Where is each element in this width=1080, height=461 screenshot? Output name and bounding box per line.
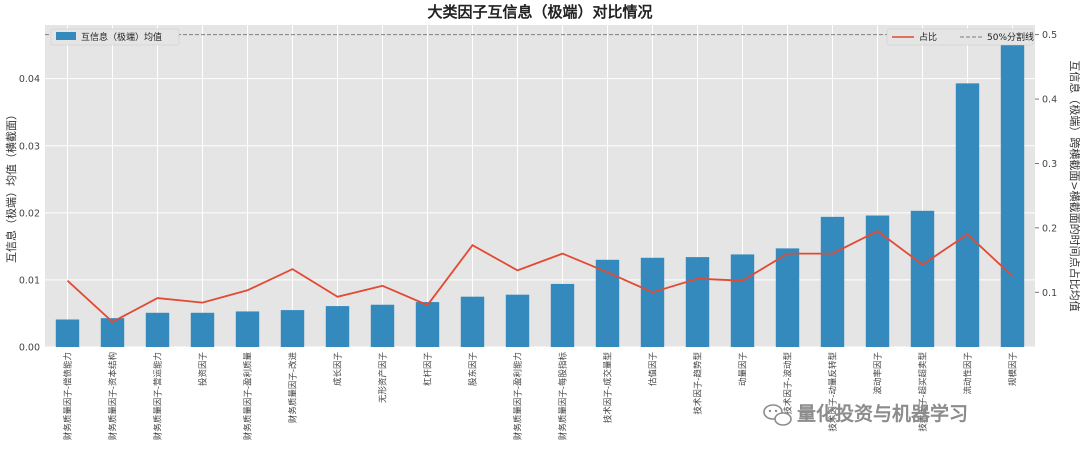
bar: [910, 210, 935, 347]
x-category-label: 财务质量因子-资本结构: [108, 352, 119, 440]
left-axis-ticks: 0.00 0.01 0.02 0.03 0.04: [19, 74, 40, 353]
bar: [190, 312, 215, 347]
x-category-label: 规模因子: [1008, 352, 1019, 387]
y-tick-label: 0.03: [19, 141, 40, 152]
x-category-label: 估值因子: [648, 352, 659, 387]
x-category-label: 技术因子-动量反转型: [828, 352, 839, 432]
y2-tick-label: 0.4: [1042, 95, 1057, 106]
y-tick-label: 0.02: [19, 208, 40, 219]
x-category-label: 财务质量因子-盈利质量: [243, 352, 254, 441]
x-category-label: 投资因子: [198, 352, 209, 387]
bar: [730, 254, 755, 347]
x-category-label: 波动率因子: [873, 352, 884, 395]
bar: [955, 83, 980, 348]
x-category-label: 技术因子-成交量型: [603, 352, 614, 424]
bar: [100, 318, 125, 347]
x-category-label: 成长因子: [333, 352, 344, 387]
x-category-label: 流动性因子: [963, 352, 974, 395]
bar: [640, 257, 665, 347]
x-category-label: 杠杆因子: [423, 352, 434, 387]
chart-title: 大类因子互信息（极端）对比情况: [427, 3, 652, 21]
watermark-text: 量化投资与机器学习: [797, 402, 968, 425]
legend-right: 占比 50%分割线: [886, 28, 1034, 46]
x-category-label: 财务质量因子-改进: [288, 352, 299, 424]
bar: [235, 311, 260, 347]
y2-tick-label: 0.1: [1042, 288, 1057, 299]
bar: [55, 319, 80, 347]
legend-bar-label: 互信息（极端）均值: [81, 31, 162, 43]
bar: [415, 302, 440, 347]
legend-hline-label: 50%分割线: [987, 31, 1034, 43]
wechat-icon: [763, 404, 792, 426]
bar: [685, 257, 710, 347]
y-tick-label: 0.01: [19, 275, 40, 286]
x-category-label: 技术因子-超买超卖型: [918, 352, 929, 432]
x-category-label: 动量因子: [738, 352, 749, 387]
x-category-label: 财务质量因子-每股指标: [558, 352, 569, 441]
x-category-label: 财务质量因子-营运能力: [153, 352, 164, 440]
watermark: 量化投资与机器学习: [763, 402, 968, 426]
legend-left: 互信息（极端）均值: [50, 28, 180, 46]
ratio-polyline: [66, 230, 1014, 323]
bar: [370, 304, 395, 347]
bar: [820, 216, 845, 347]
y-axis-label: 互信息（极端）均值（横截面）: [4, 109, 18, 263]
y-tick-label: 0.00: [19, 343, 40, 354]
ratio-line: [66, 230, 1014, 323]
x-category-label: 技术因子-趋势型: [693, 352, 704, 415]
y2-tick-label: 0.5: [1042, 30, 1057, 41]
y-tick-label: 0.04: [19, 74, 40, 85]
y2-tick-label: 0.3: [1042, 159, 1057, 170]
y2-tick-label: 0.2: [1042, 223, 1057, 234]
y2-axis-label: 互信息（极端）跨横截面>横截面的时间点占比均值: [1068, 60, 1080, 311]
bar: [145, 312, 170, 347]
bar: [280, 310, 305, 347]
bar: [550, 283, 575, 347]
x-category-label: 无形资产因子: [378, 352, 389, 404]
bar: [775, 248, 800, 347]
bar: [460, 296, 485, 347]
bar: [1000, 38, 1025, 348]
legend-line-label: 占比: [919, 31, 937, 43]
x-category-label: 股东因子: [468, 352, 479, 387]
bar: [325, 306, 350, 347]
bar: [505, 294, 530, 347]
bar: [595, 259, 620, 347]
x-category-label: 财务质量因子-偿债能力: [63, 352, 74, 440]
x-category-label: 财务质量因子-盈利能力: [513, 352, 524, 440]
bars: [55, 38, 1025, 348]
bar: [865, 215, 890, 347]
x-category-label: 技术因子-波动型: [783, 352, 794, 415]
legend-bar-swatch: [56, 32, 76, 40]
right-axis-ticks: 0.1 0.2 0.3 0.4 0.5: [1035, 30, 1057, 299]
x-axis-categories: 财务质量因子-偿债能力 财务质量因子-资本结构 财务质量因子-营运能力 投资因子 财务质…: [63, 352, 1019, 441]
